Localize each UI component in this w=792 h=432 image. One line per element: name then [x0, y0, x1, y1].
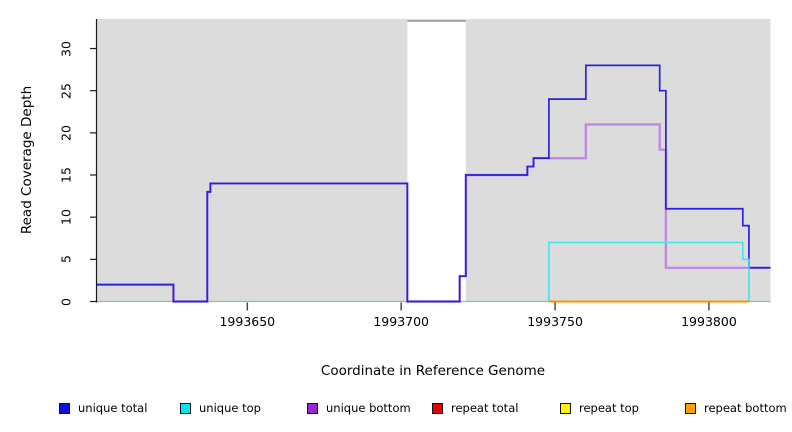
y-tick-label: 0	[58, 297, 74, 306]
legend-swatch-icon	[685, 402, 696, 414]
legend-item-unique-total: unique total	[59, 400, 147, 416]
x-tick-label: 1993750	[527, 314, 583, 329]
legend-swatch-icon	[432, 402, 443, 414]
x-tick-label: 1993800	[681, 314, 737, 329]
legend-item-repeat-top: repeat top	[560, 400, 639, 416]
legend-swatch-icon	[180, 402, 191, 414]
legend-swatch-icon	[59, 402, 70, 414]
y-tick-label: 15	[58, 167, 74, 183]
legend-swatch-icon	[307, 402, 318, 414]
legend-swatch-icon	[560, 402, 571, 414]
series-line-unique-total	[96, 64, 771, 303]
legend-label: unique top	[199, 401, 261, 415]
y-tick-label: 30	[58, 40, 74, 57]
x-tick-label: 1993700	[373, 314, 430, 329]
legend-label: repeat bottom	[704, 401, 787, 415]
legend: unique total unique top unique bottom repea…	[0, 400, 792, 420]
legend-label: repeat top	[579, 401, 639, 415]
y-tick-label: 10	[58, 209, 74, 226]
y-axis-title: Read Coverage Depth	[19, 85, 35, 235]
legend-label: unique bottom	[326, 401, 411, 415]
x-tick-label: 1993650	[219, 314, 276, 329]
legend-item-unique-top: unique top	[180, 400, 261, 416]
legend-item-unique-bottom: unique bottom	[307, 400, 411, 416]
y-tick-label: 20	[58, 124, 74, 141]
y-tick-label: 5	[58, 255, 74, 264]
legend-label: unique total	[78, 401, 148, 415]
series-line-unique-top	[548, 241, 750, 302]
legend-item-repeat-total: repeat total	[432, 400, 518, 416]
legend-item-repeat-bottom: repeat bottom	[685, 400, 787, 416]
x-axis-title: Coordinate in Reference Genome	[320, 363, 546, 379]
legend-label: repeat total	[451, 401, 519, 415]
y-tick-label: 25	[58, 82, 74, 99]
gap-region	[407, 21, 466, 302]
